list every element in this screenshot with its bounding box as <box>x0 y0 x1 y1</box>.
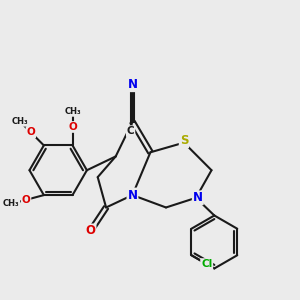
Text: N: N <box>128 78 137 91</box>
Text: O: O <box>68 122 77 132</box>
Text: CH₃: CH₃ <box>12 117 28 126</box>
Text: S: S <box>180 134 188 147</box>
Text: O: O <box>22 195 30 205</box>
Text: CH₃: CH₃ <box>3 199 20 208</box>
Text: Cl: Cl <box>201 259 212 269</box>
Text: C: C <box>127 126 134 136</box>
Text: N: N <box>193 191 203 204</box>
Text: N: N <box>128 189 137 202</box>
Text: O: O <box>85 224 95 237</box>
Text: CH₃: CH₃ <box>64 107 81 116</box>
Text: O: O <box>26 128 35 137</box>
